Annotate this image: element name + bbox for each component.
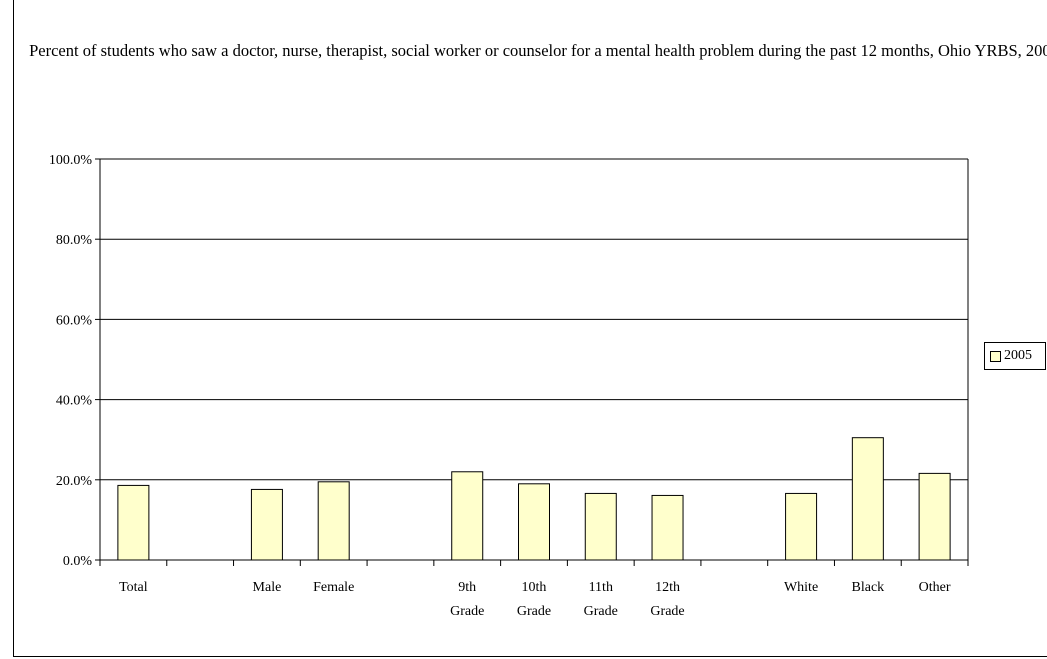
x-tick-label: Female — [313, 580, 354, 595]
bar — [851, 437, 884, 561]
x-tick-label: Grade — [517, 604, 551, 619]
bar — [117, 484, 150, 561]
bar — [651, 494, 684, 561]
bar — [918, 472, 951, 561]
y-tick-label: 0.0% — [63, 554, 93, 569]
legend: 2005 — [984, 342, 1046, 370]
chart-title: Percent of students who saw a doctor, nu… — [29, 41, 1047, 60]
legend-swatch — [990, 350, 1001, 362]
x-tick-label: Grade — [450, 604, 484, 619]
legend-label: 2005 — [1004, 348, 1032, 363]
y-tick-label: 20.0% — [56, 474, 93, 489]
y-tick-label: 100.0% — [49, 153, 93, 168]
y-tick-label: 80.0% — [56, 233, 93, 248]
x-tick-label: Total — [119, 580, 148, 595]
x-tick-label: 9th — [458, 580, 476, 595]
x-tick-label: Grade — [584, 604, 618, 619]
x-tick-label: White — [784, 580, 818, 595]
bar — [250, 488, 283, 561]
y-tick-label: 40.0% — [56, 394, 93, 409]
bar — [451, 471, 484, 561]
x-tick-label: 10th — [522, 580, 547, 595]
bar — [584, 492, 617, 561]
x-tick-label: Other — [919, 580, 951, 595]
x-tick-label: 11th — [589, 580, 613, 595]
bar — [785, 492, 818, 561]
bar — [518, 483, 550, 561]
x-tick-label: 12th — [655, 580, 680, 595]
y-tick-label: 60.0% — [56, 313, 93, 328]
x-tick-label: Male — [253, 580, 282, 595]
x-tick-label: Grade — [650, 604, 684, 619]
x-tick-label: Black — [852, 580, 885, 595]
bar — [317, 481, 350, 561]
